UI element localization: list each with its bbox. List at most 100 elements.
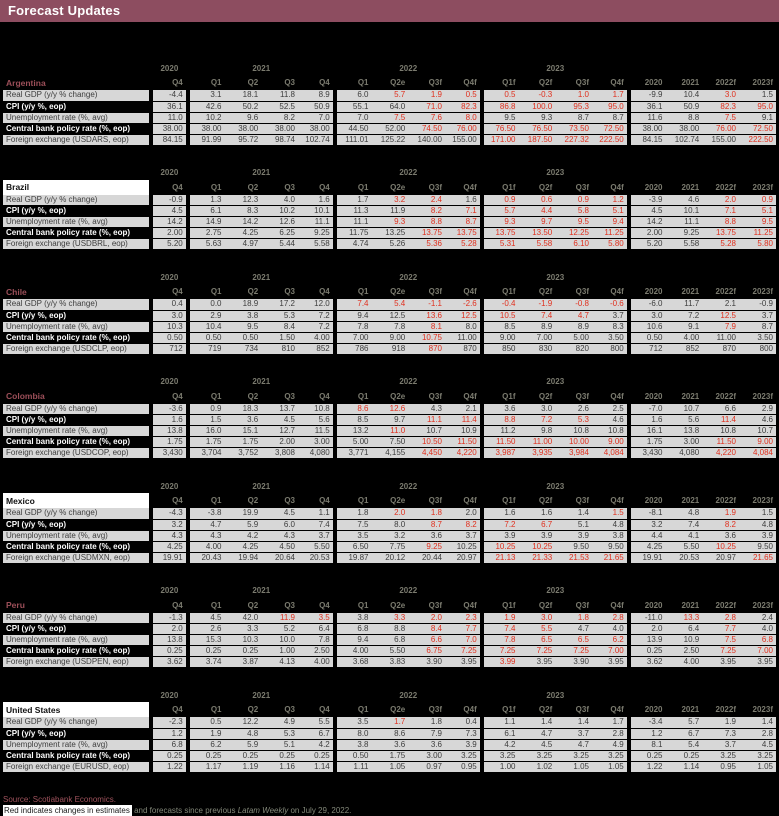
data-cell: 1.1 [298, 508, 335, 520]
data-cell: 870 [702, 343, 739, 355]
data-cell: 852 [665, 343, 703, 355]
data-cell: 3,752 [224, 447, 262, 459]
data-cell: 19.87 [332, 552, 372, 564]
data-cell: 15.3 [185, 634, 225, 646]
data-cell: 50.2 [224, 101, 262, 113]
data-cell: 830 [518, 343, 556, 355]
data-cell: 12.7 [261, 425, 298, 437]
data-cell: 0.4 [151, 299, 188, 311]
row-label: CPI (y/y %, eop) [3, 728, 153, 740]
data-cell: 1.5 [739, 90, 776, 102]
data-cell: -6.0 [626, 299, 666, 311]
data-cell: 2.8 [702, 612, 739, 624]
data-cell: 3.5 [298, 612, 335, 624]
data-cell: 1.75 [626, 436, 666, 448]
quarter-header: Q2e [390, 600, 406, 610]
data-cell: 102.74 [298, 134, 335, 146]
table-row: Unemployment rate (%, avg) 10.3 10.4 9.5 8.4… [3, 321, 776, 333]
data-cell: 11.9 [261, 612, 298, 624]
data-cell: 10.6 [626, 321, 666, 333]
data-cell: 4.7 [555, 739, 592, 751]
data-cell: 11.1 [408, 414, 445, 426]
data-cell: 0.25 [626, 645, 666, 657]
data-cell: 10.75 [408, 332, 445, 344]
data-cell: 6.8 [371, 634, 409, 646]
data-cell: 7.25 [702, 645, 739, 657]
data-cell: 6.8 [739, 634, 776, 646]
table-row: CPI (y/y %, eop) 1.2 1.9 4.8 5.3 6.7 8.0 8.6 7.9… [3, 728, 776, 740]
row-label: Unemployment rate (%, avg) [3, 425, 153, 437]
data-cell: 6.7 [298, 728, 335, 740]
data-cell: 7.5 [702, 112, 739, 124]
data-cell: 0.9 [185, 403, 225, 415]
data-cell: 4.97 [224, 238, 262, 250]
data-cell: 8.4 [408, 623, 445, 635]
quarter-header: Q3 [284, 705, 295, 714]
quarter-header: Q2e [390, 287, 406, 296]
year-header: 2020 [160, 586, 179, 595]
data-cell: 3.7 [739, 310, 776, 322]
data-cell: -0.8 [555, 299, 592, 311]
quarter-header: Q4f [463, 705, 477, 714]
quarter-header: 2020 [626, 75, 666, 90]
data-cell: 72.50 [592, 123, 629, 135]
table-row: Central bank policy rate (%, eop) 0.50 0.5… [3, 332, 776, 344]
data-cell: 4.3 [408, 403, 445, 415]
year-header-spacer [3, 689, 153, 702]
data-cell: 4.25 [224, 227, 262, 239]
quarter-header: Q2f [538, 600, 553, 610]
data-cell: 3.25 [739, 750, 776, 762]
data-cell: 84.15 [151, 134, 188, 146]
footer: Source: Scotiabank Economics. Red indica… [3, 794, 776, 816]
row-label: CPI (y/y %, eop) [3, 205, 153, 217]
data-cell: 5.6 [298, 414, 335, 426]
data-cell: 7.8 [479, 634, 519, 646]
quarter-header: Q4f [463, 600, 477, 610]
data-cell: 12.25 [555, 227, 592, 239]
data-cell: 1.75 [151, 436, 188, 448]
data-cell: 4.4 [518, 205, 556, 217]
data-cell: 6.4 [298, 623, 335, 635]
data-cell: 227.32 [555, 134, 592, 146]
year-header-spacer [3, 62, 153, 75]
data-cell: 3.99 [479, 656, 519, 668]
data-cell: 102.74 [665, 134, 703, 146]
data-cell: 1.5 [592, 508, 629, 520]
data-cell: 0.50 [626, 332, 666, 344]
data-cell: 9.5 [224, 321, 262, 333]
data-cell: 9.00 [592, 436, 629, 448]
data-cell: 7.2 [298, 321, 335, 333]
row-label: Central bank policy rate (%, eop) [3, 750, 153, 762]
data-cell: 111.01 [332, 134, 372, 146]
row-label: Central bank policy rate (%, eop) [3, 332, 153, 344]
data-cell: 50.9 [665, 101, 703, 113]
quarter-header: Q3f [428, 496, 442, 505]
year-header: 2020 [160, 272, 179, 282]
forecast-table: 2020 2021 2022 2023 Colombia Q4 Q1 Q2 Q3 Q4 Q1 Q2e Q… [3, 375, 776, 459]
table-row: Central bank policy rate (%, eop) 1.75 1.7… [3, 436, 776, 448]
data-cell: 1.02 [518, 761, 556, 773]
data-cell: 10.9 [665, 634, 703, 646]
data-cell: -2.3 [151, 717, 188, 729]
data-cell: 5.80 [739, 238, 776, 250]
row-label: Real GDP (y/y % change) [3, 508, 153, 520]
data-cell: 14.9 [185, 216, 225, 228]
data-cell: 10.2 [261, 205, 298, 217]
data-cell: 11.00 [702, 332, 739, 344]
data-cell: 21.33 [518, 552, 556, 564]
year-header: 2020 [160, 168, 179, 177]
data-cell: -3.4 [626, 717, 666, 729]
data-cell: 11.50 [479, 436, 519, 448]
data-cell: 3.95 [739, 656, 776, 668]
data-cell: 11.6 [626, 112, 666, 124]
data-cell: 3,704 [185, 447, 225, 459]
data-cell: 1.2 [151, 728, 188, 740]
data-cell: 6.2 [185, 739, 225, 751]
table-row: Central bank policy rate (%, eop) 4.25 4.0… [3, 541, 776, 553]
row-label: Unemployment rate (%, avg) [3, 530, 153, 542]
data-cell: 38.00 [185, 123, 225, 135]
data-cell: 8.7 [739, 321, 776, 333]
table-row: CPI (y/y %, eop) 3.2 4.7 5.9 6.0 7.4 7.5 8.0 8.7… [3, 519, 776, 531]
data-cell: 12.5 [445, 310, 482, 322]
table-row: Real GDP (y/y % change) -3.6 0.9 18.3 13.7 10… [3, 403, 776, 415]
